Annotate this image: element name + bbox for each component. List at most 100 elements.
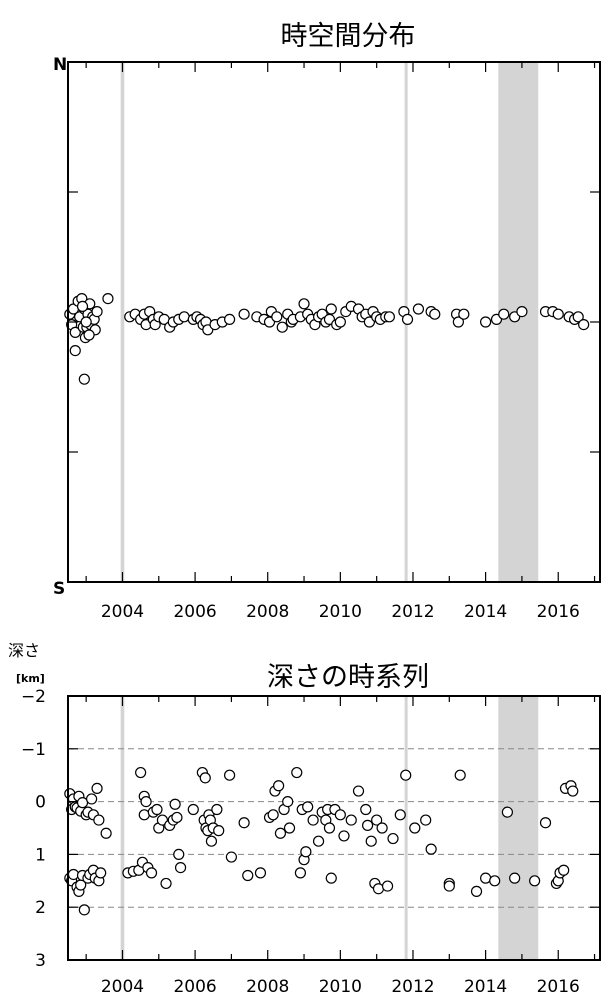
- data-point: [160, 877, 172, 890]
- data-point: [83, 329, 95, 341]
- chart1-north-label: N: [53, 55, 67, 75]
- data-point: [498, 308, 510, 320]
- data-point: [400, 769, 412, 781]
- chart1-south-label: S: [53, 579, 65, 599]
- data-point: [307, 814, 319, 826]
- data-point: [283, 822, 296, 834]
- x-tick-label: 2010: [319, 602, 362, 622]
- data-point: [276, 321, 288, 333]
- data-point: [78, 904, 90, 916]
- data-point: [238, 308, 250, 320]
- data-point: [429, 308, 441, 320]
- shaded-period: [498, 62, 539, 582]
- data-point: [171, 811, 183, 824]
- data-point: [225, 851, 238, 863]
- shaded-period: [120, 62, 125, 582]
- y-tick-label: 2: [35, 898, 46, 918]
- data-point: [223, 313, 236, 325]
- data-point: [302, 801, 314, 813]
- data-point: [578, 319, 590, 331]
- data-point: [95, 867, 107, 879]
- chart2-frame: [67, 695, 601, 961]
- data-point: [294, 867, 307, 879]
- data-point: [383, 311, 395, 323]
- data-point: [102, 293, 114, 305]
- data-point: [480, 316, 492, 328]
- x-tick-label: 2004: [101, 602, 144, 622]
- data-point: [420, 814, 432, 826]
- data-point: [254, 867, 267, 879]
- data-point: [91, 782, 103, 795]
- data-point: [334, 809, 346, 821]
- data-point: [323, 822, 336, 834]
- data-point: [80, 316, 92, 328]
- data-point: [69, 345, 81, 357]
- y-tick-label: −1: [21, 740, 46, 760]
- x-tick-label: 2004: [101, 977, 144, 997]
- data-point: [376, 822, 388, 834]
- data-point: [151, 803, 163, 816]
- x-tick-label: 2016: [537, 977, 580, 997]
- data-point: [516, 306, 528, 318]
- data-point: [140, 795, 152, 808]
- chart1-title: 時空間分布: [281, 21, 416, 52]
- x-tick-label: 2014: [464, 602, 507, 622]
- data-point: [345, 814, 357, 826]
- data-point: [394, 809, 406, 821]
- data-point: [352, 785, 365, 797]
- data-point: [312, 835, 325, 847]
- x-tick-label: 2016: [537, 602, 580, 622]
- x-tick-label: 2006: [173, 602, 216, 622]
- data-point: [205, 835, 218, 847]
- data-point: [412, 303, 425, 315]
- data-point: [238, 817, 250, 829]
- data-point: [91, 306, 103, 318]
- data-point: [401, 313, 414, 325]
- chart2-title: 深さの時系列: [267, 662, 429, 693]
- data-point: [300, 846, 312, 858]
- data-point: [282, 795, 294, 808]
- data-point: [174, 861, 187, 874]
- data-point: [267, 809, 279, 821]
- data-point: [145, 867, 158, 879]
- data-point: [381, 880, 394, 892]
- data-point: [76, 300, 89, 312]
- data-point: [169, 798, 181, 810]
- data-point: [187, 803, 199, 816]
- data-point: [325, 303, 337, 315]
- x-tick-label: 2010: [319, 977, 362, 997]
- data-point: [572, 311, 584, 323]
- chart2-ylabel: 深さ: [8, 641, 40, 660]
- data-point: [361, 819, 374, 831]
- data-point: [291, 766, 303, 779]
- data-point: [213, 825, 225, 837]
- spatiotemporal-chart: 時空間分布 N S 2004 2006 2008 2010 2012 2014 2016: [53, 21, 601, 622]
- data-point: [274, 827, 287, 839]
- data-point: [100, 827, 112, 839]
- y-tick-label: 1: [35, 845, 46, 865]
- data-point: [567, 785, 579, 797]
- y-tick-label: −2: [21, 687, 46, 707]
- data-point: [338, 830, 350, 842]
- data-point: [242, 869, 254, 882]
- data-point: [135, 766, 147, 779]
- data-point: [425, 843, 437, 855]
- depth-timeseries-chart: 深さ [km] 深さの時系列 −2 −1 0 1 2 3 2004 2006 2008 2010…: [8, 641, 601, 997]
- data-point: [372, 883, 385, 895]
- data-point: [558, 864, 570, 876]
- data-point: [458, 308, 470, 320]
- data-point: [69, 326, 81, 338]
- data-point: [360, 803, 372, 816]
- data-point: [480, 872, 492, 884]
- data-point: [178, 311, 190, 323]
- data-point: [470, 885, 483, 897]
- shaded-period: [498, 696, 539, 960]
- y-tick-label: 0: [35, 793, 46, 813]
- data-point: [199, 772, 211, 784]
- data-point: [211, 803, 223, 816]
- x-tick-label: 2008: [246, 602, 289, 622]
- data-point: [489, 875, 501, 887]
- data-point: [86, 793, 98, 805]
- data-point: [509, 872, 521, 884]
